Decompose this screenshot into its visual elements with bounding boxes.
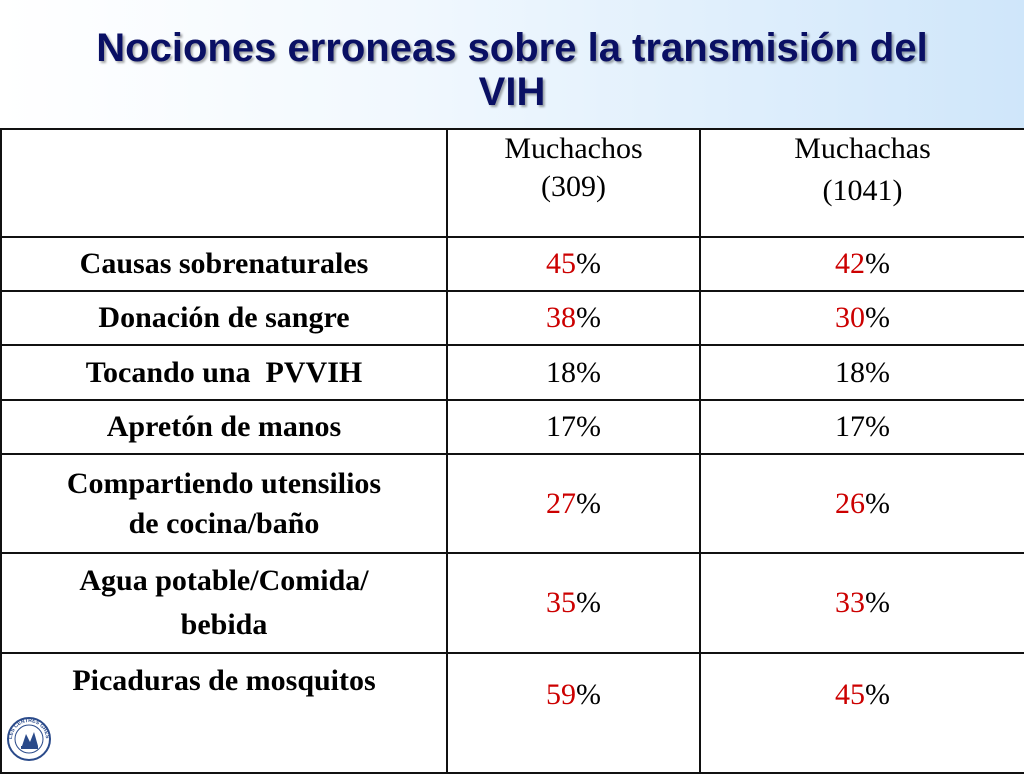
percent-sign: % bbox=[576, 355, 601, 389]
title-line-1: Nociones erroneas sobre la transmisión d… bbox=[96, 26, 928, 70]
misconceptions-table: Muchachos (309) Muchachas (1041) Causas … bbox=[0, 128, 1024, 774]
row-label-text: Picaduras de mosquitos bbox=[72, 664, 376, 697]
percent-sign: % bbox=[576, 486, 601, 520]
header-muchachos-count: (309) bbox=[541, 170, 606, 203]
value-muchachos: 59% bbox=[446, 652, 701, 774]
value-number: 59 bbox=[546, 678, 576, 711]
table-header-row: Muchachos (309) Muchachas (1041) bbox=[0, 128, 1024, 238]
row-label: Tocando una PVVIH bbox=[0, 344, 448, 401]
percent-sign: % bbox=[865, 678, 890, 711]
table-row: Picaduras de mosquitos 59% 45% bbox=[0, 652, 1024, 774]
value-muchachas: 30% bbox=[699, 290, 1024, 346]
value-muchachos: 17% bbox=[446, 399, 701, 455]
gheskio-logo-icon: LES CENTRES GHESKIO bbox=[6, 716, 51, 761]
value-muchachos: 45% bbox=[446, 236, 701, 292]
row-label-line-1: Compartiendo utensilios bbox=[66, 466, 382, 500]
value-number: 18 bbox=[546, 355, 576, 389]
value-number: 17 bbox=[835, 410, 865, 443]
percent-sign: % bbox=[865, 586, 890, 619]
value-muchachos: 18% bbox=[446, 344, 701, 401]
value-muchachas: 26% bbox=[699, 453, 1024, 554]
percent-sign: % bbox=[576, 678, 601, 711]
value-number: 27 bbox=[546, 486, 576, 520]
row-label: Donación de sangre bbox=[0, 290, 448, 346]
row-label: Compartiendo utensilios de cocina/baño bbox=[0, 453, 448, 554]
row-label: Agua potable/Comida/ bebida bbox=[0, 552, 448, 654]
table-row: Tocando una PVVIH 18% 18% bbox=[0, 344, 1024, 401]
value-number: 45 bbox=[546, 247, 576, 280]
value-number: 45 bbox=[835, 678, 865, 711]
row-label-line-2: bebida bbox=[180, 608, 268, 641]
percent-sign: % bbox=[576, 410, 601, 443]
value-muchachos: 35% bbox=[446, 552, 701, 654]
value-number: 35 bbox=[546, 586, 576, 619]
row-label: Causas sobrenaturales bbox=[0, 236, 448, 292]
percent-sign: % bbox=[865, 247, 890, 280]
header-muchachas-count: (1041) bbox=[822, 174, 903, 207]
header-muchachos-label: Muchachos bbox=[504, 132, 643, 165]
slide-title: Nociones erroneas sobre la transmisión d… bbox=[0, 26, 1024, 114]
value-muchachos: 27% bbox=[446, 453, 701, 554]
percent-sign: % bbox=[865, 355, 890, 389]
percent-sign: % bbox=[576, 247, 601, 280]
value-number: 17 bbox=[546, 410, 576, 443]
percent-sign: % bbox=[865, 301, 890, 334]
table-row: Donación de sangre 38% 30% bbox=[0, 290, 1024, 346]
table-row: Apretón de manos 17% 17% bbox=[0, 399, 1024, 455]
value-number: 38 bbox=[546, 301, 576, 334]
header-muchachos: Muchachos (309) bbox=[446, 128, 701, 238]
value-muchachas: 18% bbox=[699, 344, 1024, 401]
percent-sign: % bbox=[865, 486, 890, 520]
value-number: 33 bbox=[835, 586, 865, 619]
percent-sign: % bbox=[576, 586, 601, 619]
percent-sign: % bbox=[865, 410, 890, 443]
value-muchachas: 33% bbox=[699, 552, 1024, 654]
value-number: 26 bbox=[835, 486, 865, 520]
value-muchachas: 42% bbox=[699, 236, 1024, 292]
row-label-line-1: Agua potable/Comida/ bbox=[79, 564, 369, 597]
table-row: Causas sobrenaturales 45% 42% bbox=[0, 236, 1024, 292]
value-number: 42 bbox=[835, 247, 865, 280]
row-label: Picaduras de mosquitos bbox=[0, 652, 448, 774]
table-row: Compartiendo utensilios de cocina/baño 2… bbox=[0, 453, 1024, 554]
row-label-line-2: de cocina/baño bbox=[128, 506, 320, 540]
value-muchachos: 38% bbox=[446, 290, 701, 346]
percent-sign: % bbox=[576, 301, 601, 334]
header-empty-cell bbox=[0, 128, 448, 238]
value-number: 30 bbox=[835, 301, 865, 334]
value-muchachas: 17% bbox=[699, 399, 1024, 455]
header-muchachas: Muchachas (1041) bbox=[699, 128, 1024, 238]
value-muchachas: 45% bbox=[699, 652, 1024, 774]
value-number: 18 bbox=[835, 355, 865, 389]
table-row: Agua potable/Comida/ bebida 35% 33% bbox=[0, 552, 1024, 654]
row-label: Apretón de manos bbox=[0, 399, 448, 455]
title-line-2: VIH bbox=[478, 70, 546, 114]
header-muchachas-label: Muchachas bbox=[794, 132, 931, 165]
